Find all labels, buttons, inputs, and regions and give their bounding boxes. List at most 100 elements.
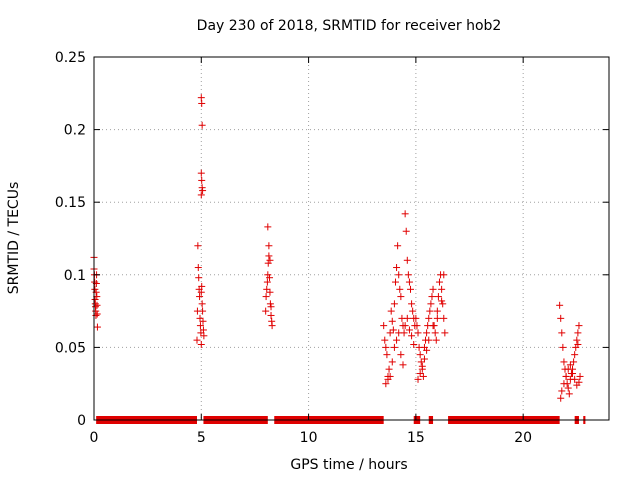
data-point xyxy=(575,322,583,330)
data-point xyxy=(565,390,573,398)
data-point xyxy=(197,169,205,177)
data-point xyxy=(388,317,396,325)
data-point xyxy=(571,375,579,383)
data-point xyxy=(558,329,566,337)
data-point xyxy=(91,278,99,286)
data-point xyxy=(395,329,403,337)
data-point xyxy=(569,370,577,378)
data-point xyxy=(427,300,435,308)
data-point xyxy=(435,278,443,286)
data-point xyxy=(263,285,271,293)
data-point xyxy=(416,370,424,378)
data-point xyxy=(403,256,411,264)
data-point xyxy=(575,378,583,386)
data-point xyxy=(439,300,447,308)
data-point xyxy=(425,314,433,322)
data-point xyxy=(557,394,565,402)
data-point xyxy=(381,336,389,344)
data-point xyxy=(391,278,399,286)
data-point xyxy=(426,307,434,315)
data-point xyxy=(405,278,413,286)
data-point xyxy=(194,264,202,272)
data-point xyxy=(418,362,426,370)
data-point xyxy=(431,329,439,337)
data-point xyxy=(385,365,393,373)
data-point xyxy=(397,293,405,301)
data-point xyxy=(382,343,390,351)
data-point xyxy=(573,336,581,344)
data-point xyxy=(262,307,270,315)
data-point xyxy=(417,358,425,366)
data-points xyxy=(90,94,584,402)
data-point xyxy=(194,242,202,250)
chart-title: Day 230 of 2018, SRMTID for receiver hob… xyxy=(197,18,502,34)
data-point xyxy=(428,293,436,301)
data-point xyxy=(574,340,582,348)
data-point xyxy=(393,336,401,344)
data-point xyxy=(266,274,274,282)
data-point xyxy=(198,121,206,129)
x-tick-label: 0 xyxy=(90,430,99,446)
data-point xyxy=(93,310,101,318)
data-point xyxy=(570,358,578,366)
x-tick-label: 15 xyxy=(407,430,425,446)
x-tick-label: 20 xyxy=(514,430,532,446)
data-point xyxy=(393,264,401,272)
data-point xyxy=(564,384,572,392)
data-point xyxy=(199,317,207,325)
x-axis-label: GPS time / hours xyxy=(290,457,407,473)
data-point xyxy=(440,271,448,279)
data-point xyxy=(560,380,568,388)
data-point xyxy=(559,343,567,351)
data-point xyxy=(388,358,396,366)
data-point xyxy=(380,322,388,330)
data-point xyxy=(196,322,204,330)
data-point xyxy=(399,361,407,369)
data-point xyxy=(196,293,204,301)
y-tick-label: 0.1 xyxy=(64,268,86,284)
data-point xyxy=(433,307,441,315)
data-point xyxy=(262,293,270,301)
data-point xyxy=(199,307,207,315)
data-point xyxy=(200,332,208,340)
data-point xyxy=(414,375,422,383)
data-point xyxy=(267,311,275,319)
data-point xyxy=(198,300,206,308)
data-point xyxy=(390,300,398,308)
data-point xyxy=(266,256,274,264)
y-tick-label: 0.05 xyxy=(55,340,86,356)
data-point xyxy=(195,274,203,282)
grid-lines xyxy=(94,57,609,420)
data-point xyxy=(395,271,403,279)
data-point xyxy=(266,300,274,308)
data-point xyxy=(199,187,207,195)
data-point xyxy=(560,358,568,366)
data-point xyxy=(429,285,437,293)
data-point xyxy=(409,307,417,315)
x-tick-label: 10 xyxy=(300,430,318,446)
data-point xyxy=(408,300,416,308)
data-point xyxy=(91,285,99,293)
data-point xyxy=(412,314,420,322)
data-point xyxy=(405,326,413,334)
data-point xyxy=(263,278,271,286)
data-point xyxy=(562,372,570,380)
data-point xyxy=(574,329,582,337)
data-point xyxy=(264,271,272,279)
data-point xyxy=(389,326,397,334)
data-point xyxy=(402,227,410,235)
data-point xyxy=(423,329,431,337)
data-point xyxy=(433,314,441,322)
data-point xyxy=(403,314,411,322)
data-point xyxy=(419,372,427,380)
data-point xyxy=(264,223,272,231)
data-point xyxy=(197,191,205,199)
data-point xyxy=(394,242,402,250)
data-point xyxy=(396,285,404,293)
data-point xyxy=(434,293,442,301)
data-point xyxy=(397,351,405,359)
data-point xyxy=(268,322,276,330)
data-point xyxy=(404,271,412,279)
data-point xyxy=(196,314,204,322)
